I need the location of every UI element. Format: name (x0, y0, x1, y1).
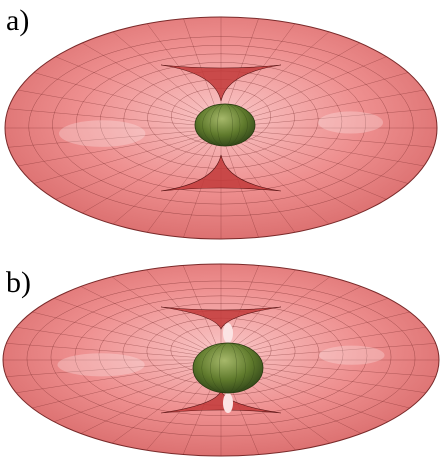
mesh-line (32, 364, 210, 409)
mesh-line (233, 89, 425, 125)
mesh-line (53, 298, 212, 355)
mesh-line (8, 129, 209, 148)
funnel-bottom (160, 390, 282, 414)
mesh-line (33, 133, 210, 184)
mesh-line (233, 343, 436, 359)
core (192, 342, 264, 394)
mesh-line (233, 129, 434, 148)
mesh-ring (74, 295, 368, 416)
mesh-line (227, 137, 330, 225)
mesh-line (229, 286, 362, 353)
mesh-ring (76, 53, 366, 193)
mesh-line (17, 89, 209, 125)
mesh-line (233, 363, 426, 394)
mesh-line (112, 31, 215, 119)
mesh-line (17, 131, 209, 167)
mesh-line (230, 134, 387, 200)
core-mesh (202, 103, 248, 147)
funnel-top (160, 306, 282, 330)
core (194, 103, 256, 147)
mesh-ring (52, 44, 390, 205)
mesh-line (225, 23, 296, 118)
funnel-bottom (160, 154, 282, 192)
mesh-line (233, 361, 436, 377)
mesh-line (230, 298, 389, 355)
mesh-ring (26, 280, 416, 437)
highlight (57, 353, 145, 377)
funnel-top (160, 64, 282, 102)
mesh-line (227, 31, 330, 119)
mesh-line (230, 56, 387, 122)
mesh-ring (50, 288, 392, 427)
highlight (318, 111, 383, 134)
mesh-line (55, 56, 212, 122)
mesh-line (233, 326, 426, 357)
mesh-line (82, 42, 213, 120)
mesh-line (80, 367, 213, 434)
mesh-line (6, 361, 209, 377)
panel-a (4, 16, 438, 240)
mesh-line (227, 276, 331, 352)
highlight (319, 345, 385, 365)
mesh-line (146, 23, 217, 118)
mesh-line (33, 72, 210, 123)
mesh-line (111, 276, 215, 352)
panel-b (2, 263, 440, 457)
mesh-line (32, 311, 210, 356)
mesh-line (233, 108, 434, 127)
hole-gap (223, 393, 233, 413)
mesh-line (229, 136, 360, 214)
core-mesh (201, 342, 255, 394)
mesh-line (182, 265, 219, 351)
mesh-line (8, 108, 209, 127)
mesh-line (6, 343, 209, 359)
mesh-line (112, 137, 215, 225)
panel-label: a) (6, 4, 29, 37)
mesh-line (232, 311, 410, 356)
mesh-line (55, 134, 212, 200)
mesh-line (82, 136, 213, 214)
mesh-line (225, 138, 296, 233)
panel-label: b) (6, 266, 31, 299)
mesh-line (232, 72, 409, 123)
mesh-line (146, 138, 217, 233)
mesh-line (16, 326, 209, 357)
hole-gap (223, 323, 233, 343)
mesh-line (233, 131, 425, 167)
mesh-line (53, 365, 212, 422)
mesh-line (229, 42, 360, 120)
mesh-ring (28, 36, 414, 217)
mesh-line (232, 133, 409, 184)
mesh-line (80, 286, 213, 353)
mesh-line (16, 363, 209, 394)
highlight (58, 120, 146, 147)
